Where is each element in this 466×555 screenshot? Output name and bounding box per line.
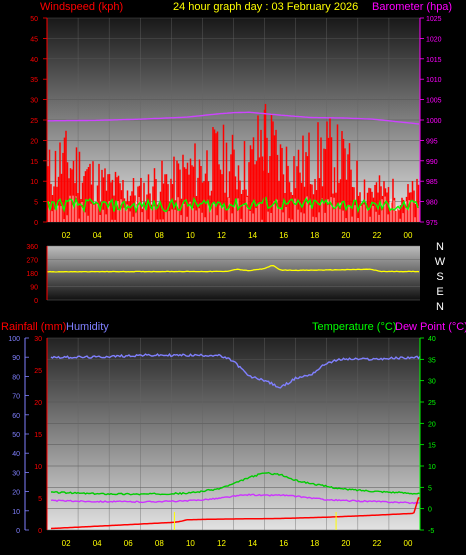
time-x-tick-label: 04 bbox=[93, 231, 102, 240]
dewpoint-line bbox=[50, 493, 421, 505]
time-x-tick-label: 00 bbox=[404, 539, 413, 548]
windspeed-axis-title: Windspeed (kph) bbox=[40, 1, 124, 13]
wind-y-tick-label: 50 bbox=[30, 16, 38, 23]
time-x-tick-label: 06 bbox=[124, 539, 133, 548]
compass-label-e: E bbox=[436, 286, 443, 298]
rainfall-axis-title: Rainfall (mm) bbox=[1, 321, 67, 333]
barometer-y-tick-label: 975 bbox=[426, 220, 438, 227]
temperature-y-tick-label: 40 bbox=[428, 336, 436, 343]
temperature-y-tick-label: 0 bbox=[428, 507, 432, 514]
time-x-tick-label: 20 bbox=[341, 231, 350, 240]
temperature-y-tick-label: 30 bbox=[428, 379, 436, 386]
humidity-y-tick-label: 30 bbox=[12, 470, 20, 477]
time-x-tick-label: 10 bbox=[186, 231, 195, 240]
humidity-y-tick-label: 70 bbox=[12, 394, 20, 401]
humidity-y-tick-label: 10 bbox=[12, 509, 20, 516]
wind-y-tick-label: 25 bbox=[30, 118, 38, 125]
barometer-y-tick-label: 1005 bbox=[426, 98, 442, 105]
direction-y-tick-label: 90 bbox=[30, 285, 38, 292]
barometer-y-tick-label: 995 bbox=[426, 138, 438, 145]
time-x-tick-label: 18 bbox=[310, 539, 319, 548]
time-x-tick-label: 16 bbox=[279, 539, 288, 548]
humidity-y-tick-label: 40 bbox=[12, 451, 20, 458]
wind-y-tick-label: 45 bbox=[30, 36, 38, 43]
rainfall-y-tick-label: 5 bbox=[38, 496, 42, 503]
time-x-tick-label: 02 bbox=[62, 231, 71, 240]
barometer-y-tick-label: 1000 bbox=[426, 118, 442, 125]
time-x-tick-label: 14 bbox=[248, 231, 257, 240]
rainfall-y-tick-label: 10 bbox=[34, 464, 42, 471]
compass-label-n: N bbox=[436, 301, 444, 313]
wind-y-tick-label: 10 bbox=[30, 179, 38, 186]
humidity-y-tick-label: 80 bbox=[12, 374, 20, 381]
time-x-tick-label: 08 bbox=[155, 539, 164, 548]
humidity-y-tick-label: 50 bbox=[12, 432, 20, 439]
time-x-tick-label: 06 bbox=[124, 231, 133, 240]
humidity-y-tick-label: 0 bbox=[16, 528, 20, 535]
humidity-y-tick-label: 90 bbox=[12, 355, 20, 362]
humidity-axis-title: Humidity bbox=[66, 321, 109, 333]
time-x-tick-label: 16 bbox=[279, 231, 288, 240]
rainfall-line bbox=[50, 497, 420, 530]
compass-label-s: S bbox=[436, 271, 443, 283]
wind-y-tick-label: 5 bbox=[34, 200, 38, 207]
barometer-y-tick-label: 980 bbox=[426, 200, 438, 207]
time-x-tick-label: 22 bbox=[372, 539, 381, 548]
rainfall-y-tick-label: 30 bbox=[34, 336, 42, 343]
temperature-y-tick-label: 15 bbox=[428, 443, 436, 450]
barometer-y-tick-label: 985 bbox=[426, 179, 438, 186]
humidity-line bbox=[50, 353, 421, 389]
wind-direction-line bbox=[46, 264, 420, 273]
compass-label-w: W bbox=[435, 256, 446, 268]
humidity-y-tick-label: 100 bbox=[8, 336, 20, 343]
wind-y-tick-label: 40 bbox=[30, 57, 38, 64]
barometer-y-tick-label: 1010 bbox=[426, 77, 442, 84]
barometer-y-tick-label: 1015 bbox=[426, 57, 442, 64]
wind-y-tick-label: 0 bbox=[34, 220, 38, 227]
time-x-tick-label: 04 bbox=[93, 539, 102, 548]
rainfall-y-tick-label: 0 bbox=[38, 528, 42, 535]
wind-y-tick-label: 35 bbox=[30, 77, 38, 84]
time-x-tick-label: 22 bbox=[372, 231, 381, 240]
time-x-tick-label: 08 bbox=[155, 231, 164, 240]
time-x-tick-label: 14 bbox=[248, 539, 257, 548]
temperature-y-tick-label: 5 bbox=[428, 485, 432, 492]
rainfall-y-tick-label: 25 bbox=[34, 368, 42, 375]
temperature-y-tick-label: 20 bbox=[428, 421, 436, 428]
barometer-axis-title: Barometer (hpa) bbox=[372, 1, 453, 13]
time-x-tick-label: 20 bbox=[341, 539, 350, 548]
rainfall-y-tick-label: 20 bbox=[34, 400, 42, 407]
temperature-y-tick-label: 35 bbox=[428, 357, 436, 364]
time-x-tick-label: 18 bbox=[310, 231, 319, 240]
time-x-tick-label: 10 bbox=[186, 539, 195, 548]
barometer-y-tick-label: 1025 bbox=[426, 16, 442, 23]
time-x-tick-label: 12 bbox=[217, 231, 226, 240]
time-x-tick-label: 02 bbox=[62, 539, 71, 548]
time-x-tick-label: 00 bbox=[404, 231, 413, 240]
temperature-y-tick-label: 10 bbox=[428, 464, 436, 471]
chart-title: 24 hour graph day : 03 February 2026 bbox=[173, 1, 359, 13]
direction-y-tick-label: 270 bbox=[26, 258, 38, 265]
average-wind-line bbox=[47, 196, 419, 214]
dewpoint-axis-title: Dew Point (°C) bbox=[395, 321, 466, 333]
direction-y-tick-label: 180 bbox=[26, 271, 38, 278]
compass-label-n: N bbox=[436, 241, 444, 253]
wind-y-tick-label: 30 bbox=[30, 98, 38, 105]
direction-y-tick-label: 360 bbox=[26, 244, 38, 251]
barometer-y-tick-label: 990 bbox=[426, 159, 438, 166]
time-x-tick-label: 12 bbox=[217, 539, 226, 548]
barometer-line bbox=[47, 111, 420, 125]
humidity-y-tick-label: 60 bbox=[12, 413, 20, 420]
temperature-y-tick-label: -5 bbox=[428, 528, 434, 535]
wind-y-tick-label: 15 bbox=[30, 159, 38, 166]
wind-y-tick-label: 20 bbox=[30, 138, 38, 145]
humidity-y-tick-label: 20 bbox=[12, 490, 20, 497]
temperature-y-tick-label: 25 bbox=[428, 400, 436, 407]
barometer-y-tick-label: 1020 bbox=[426, 36, 442, 43]
direction-y-tick-label: 0 bbox=[34, 298, 38, 305]
rainfall-y-tick-label: 15 bbox=[34, 432, 42, 439]
temperature-axis-title: Temperature (°C) bbox=[312, 321, 397, 333]
temperature-line bbox=[50, 471, 421, 496]
